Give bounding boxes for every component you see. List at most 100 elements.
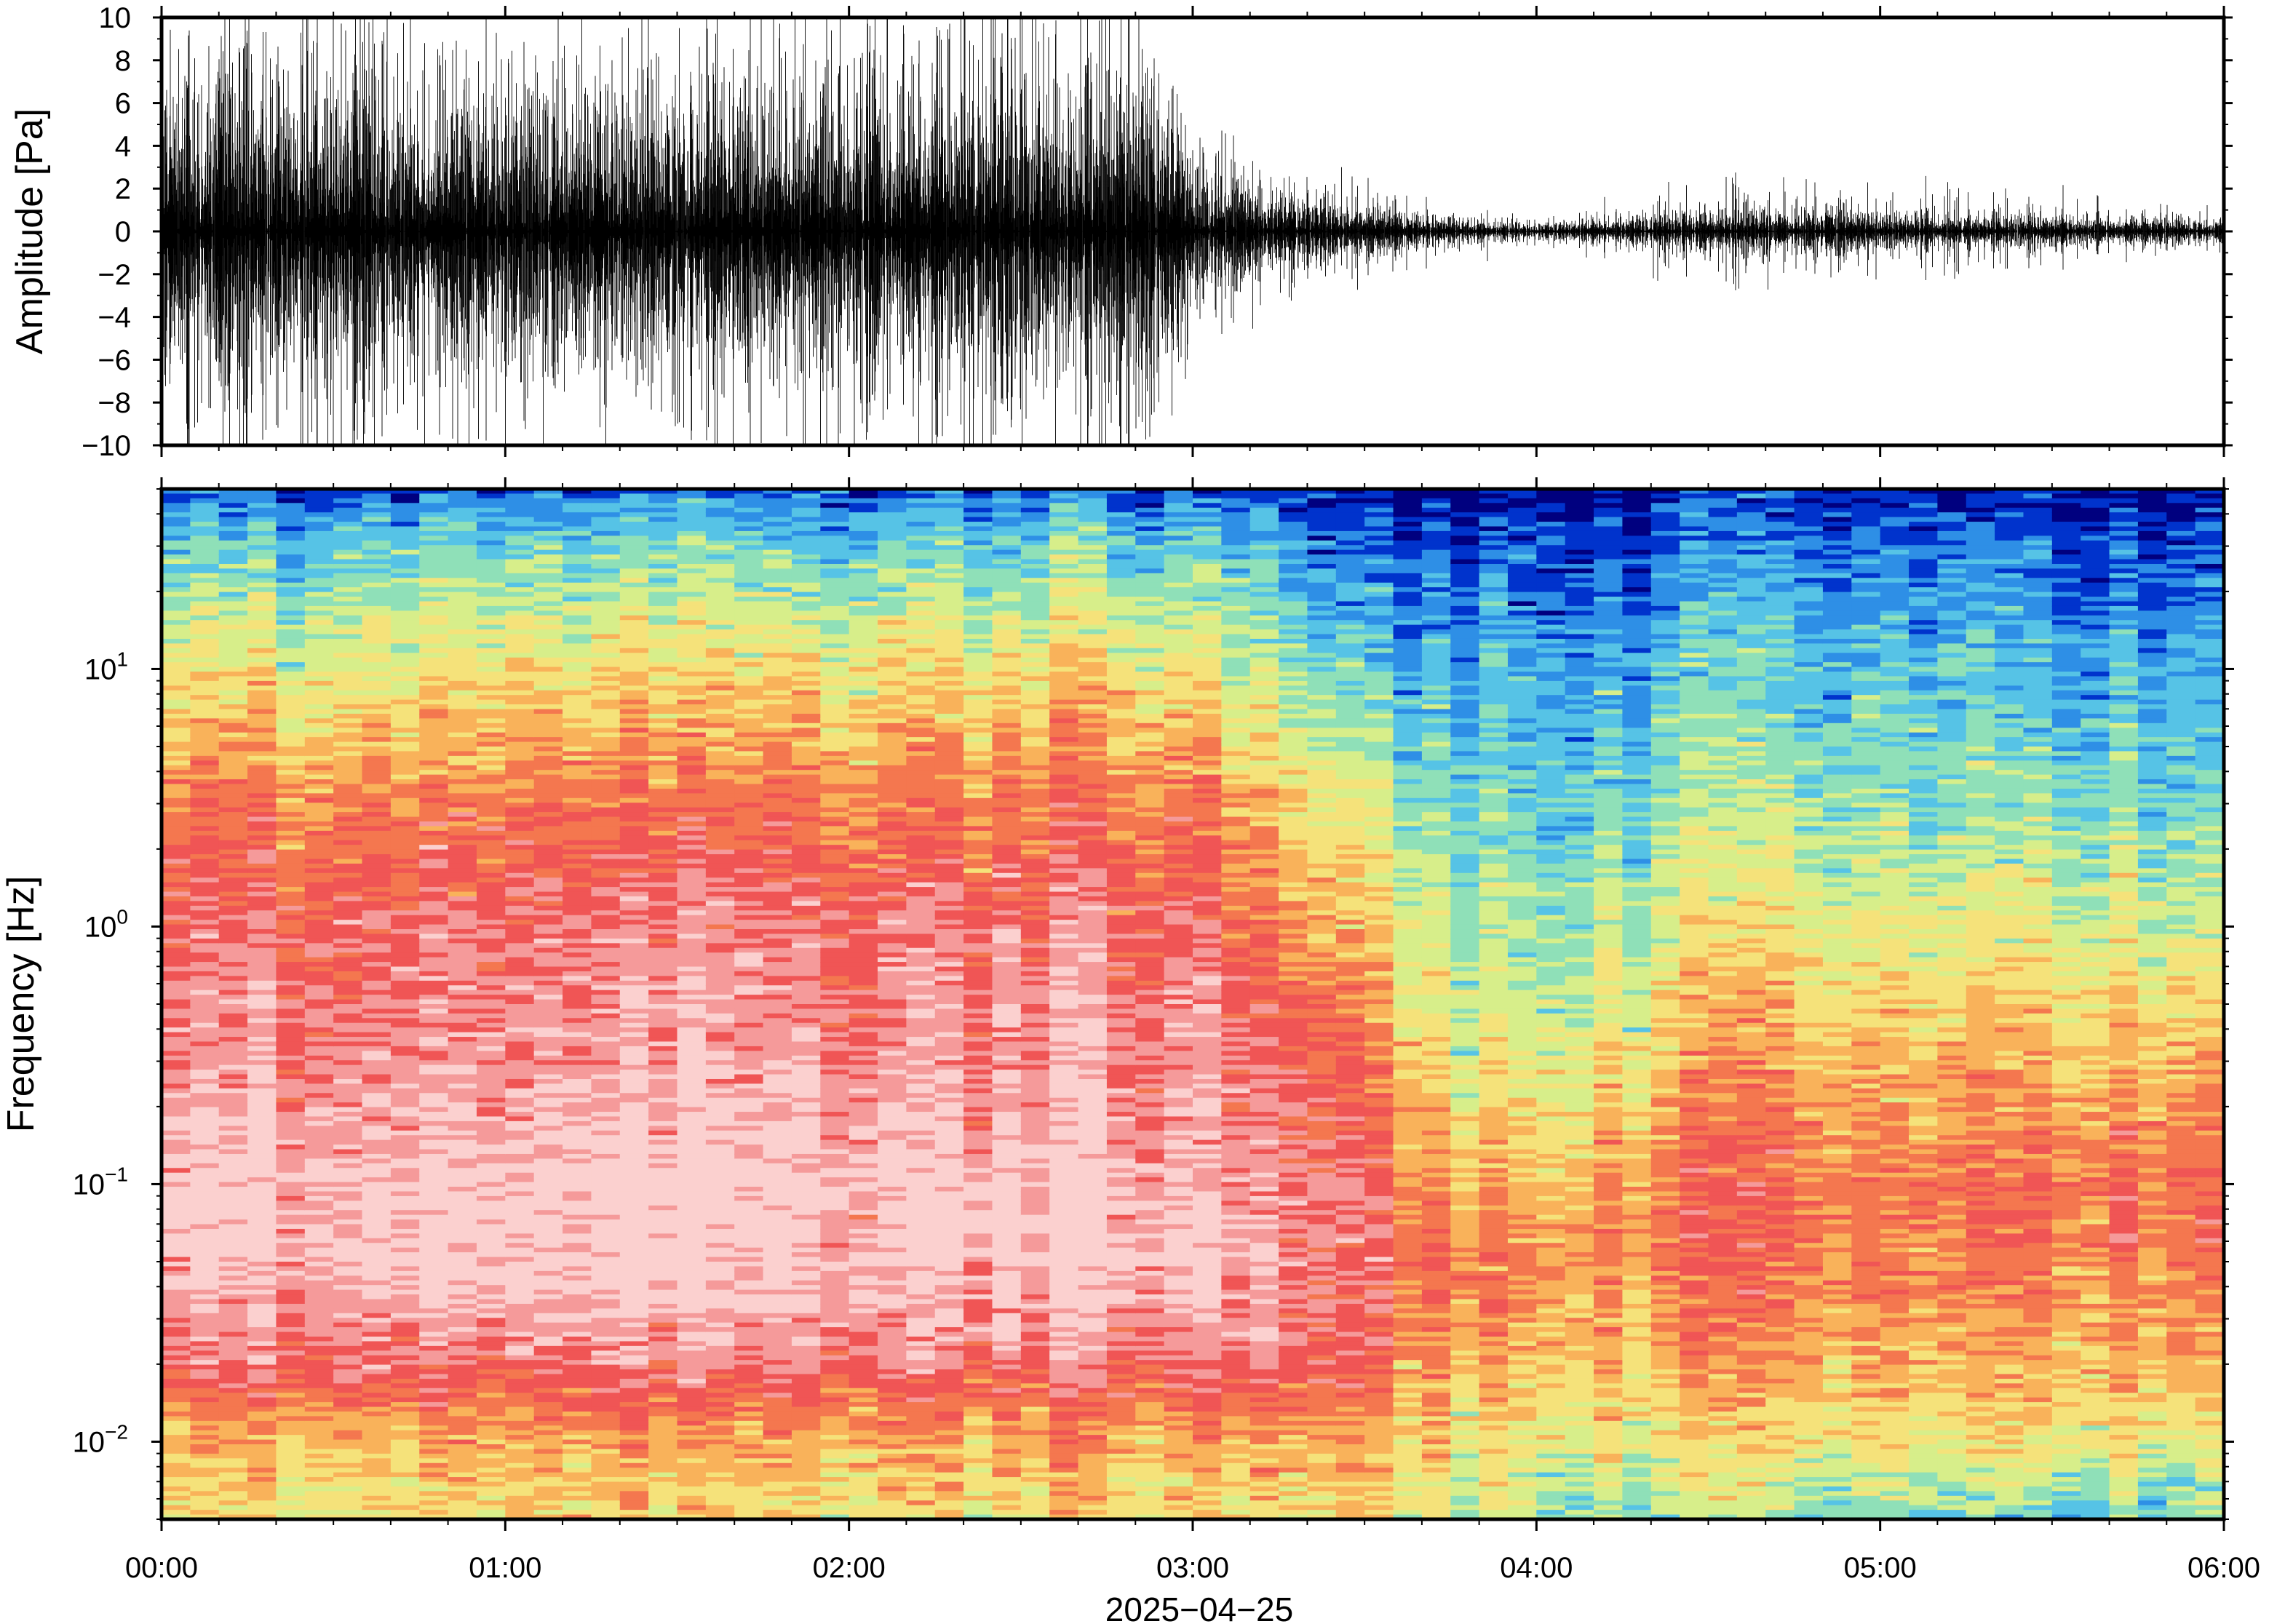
spectrogram-cell (734, 1126, 764, 1131)
spectrogram-cell (419, 713, 449, 720)
spectrogram-cell (705, 1219, 736, 1225)
spectrogram-cell (505, 952, 535, 958)
spectrogram-cell (476, 826, 506, 832)
spectrogram-cell (705, 859, 736, 864)
spectrogram-cell (734, 699, 764, 705)
spectrogram-cell (505, 695, 535, 701)
spectrogram-cell (390, 826, 421, 832)
spectrogram-cell (533, 1130, 563, 1137)
spectrogram-cell (304, 1393, 334, 1398)
spectrogram-cell (619, 1345, 649, 1352)
spectrogram-cell (218, 868, 248, 874)
spectrogram-cell (563, 915, 592, 920)
spectrogram-cell (648, 770, 678, 776)
spectrogram-cell (390, 615, 421, 621)
spectrogram-cell (533, 1172, 563, 1178)
spectrogram-cell (448, 770, 477, 776)
spectrogram-cell (390, 882, 421, 888)
spectrogram-cell (763, 713, 792, 720)
spectrogram-cell (419, 747, 449, 752)
spectrogram-cell (333, 1121, 363, 1127)
spectrogram-cell (591, 1327, 621, 1333)
spectrogram-cell (218, 901, 248, 907)
spectrogram-cell (677, 1327, 707, 1333)
spectrogram-cell (247, 990, 277, 995)
spectrogram-cell (533, 877, 563, 883)
spectrogram-cell (247, 1411, 277, 1417)
spectrogram-cell (362, 503, 392, 509)
spectrogram-cell (619, 920, 649, 926)
spectrogram-cell (619, 905, 649, 912)
spectrogram-cell (505, 605, 535, 612)
spectrogram-cell (448, 1449, 477, 1454)
spectrogram-cell (448, 737, 477, 743)
spectrogram-cell (533, 489, 563, 495)
spectrogram-cell (476, 549, 506, 555)
spectrogram-cell (276, 1032, 306, 1038)
spectrogram-cell (505, 770, 535, 776)
spectrogram-cell (218, 695, 248, 701)
spectrogram-cell (763, 1364, 792, 1370)
spectrogram-cell (419, 1313, 449, 1319)
spectrogram-cell (390, 872, 421, 879)
spectrogram-cell (591, 517, 621, 522)
spectrogram-cell (419, 666, 449, 672)
spectrogram-cell (533, 536, 563, 541)
spectrogram-cell (362, 1430, 392, 1436)
spectrogram-cell (448, 1135, 477, 1141)
spectrogram-cell (190, 1491, 220, 1497)
spectrogram-cell (362, 1168, 392, 1174)
spectrogram-cell (734, 559, 764, 565)
spectrogram-cell (390, 962, 421, 968)
spectrogram-cell (190, 643, 220, 649)
spectrogram-cell (591, 685, 621, 691)
spectrogram-cell (362, 610, 392, 616)
spectrogram-cell (505, 699, 535, 705)
spectrogram-cell (218, 779, 248, 785)
spectrogram-cell (333, 1500, 363, 1506)
spectrogram-cell (648, 1360, 678, 1366)
spectrogram-cell (591, 522, 621, 528)
spectrogram-cell (677, 530, 707, 537)
spectrogram-cell (362, 854, 392, 860)
spectrogram-cell (705, 643, 736, 649)
spectrogram-cell (419, 530, 449, 537)
spectrogram-cell (505, 1195, 535, 1202)
spectrogram-cell (476, 999, 506, 1005)
spectrogram-cell (362, 1070, 392, 1075)
spectrogram-cell (218, 1430, 248, 1436)
spectrogram-cell (619, 835, 649, 841)
spectrogram-cell (247, 957, 277, 963)
spectrogram-cell (505, 1425, 535, 1431)
spectrogram-cell (162, 980, 191, 987)
spectrogram-cell (505, 578, 535, 584)
spectrogram-cell (705, 1303, 736, 1310)
spectrogram-cell (448, 1444, 477, 1450)
spectrogram-cell (390, 699, 421, 705)
spectrogram-cell (162, 1201, 191, 1206)
spectrogram-cell (505, 920, 535, 926)
spectrogram-cell (533, 1266, 563, 1272)
spectrogram-cell (591, 624, 621, 630)
spectrogram-cell (763, 1318, 792, 1324)
spectrogram-cell (390, 797, 421, 804)
spectrogram-cell (705, 943, 736, 949)
spectrogram-cell (390, 1022, 421, 1028)
spectrogram-cell (648, 854, 678, 860)
spectrogram-cell (705, 1341, 736, 1347)
spectrogram-cell (390, 1285, 421, 1291)
spectrogram-cell (390, 971, 421, 977)
spectrogram-cell (419, 653, 449, 658)
spectrogram-cell (304, 1163, 334, 1169)
spectrogram-cell (677, 573, 707, 579)
spectrogram-cell (419, 859, 449, 864)
spectrogram-cell (247, 662, 277, 668)
spectrogram-cell (677, 1252, 707, 1258)
spectrogram-cell (276, 666, 306, 672)
spectrogram-cell (734, 634, 764, 640)
spectrogram-cell (705, 980, 736, 987)
spectrogram-cell (419, 1070, 449, 1075)
spectrogram-cell (276, 685, 306, 691)
spectrogram-cell (734, 1364, 764, 1370)
spectrogram-cell (362, 1294, 392, 1300)
